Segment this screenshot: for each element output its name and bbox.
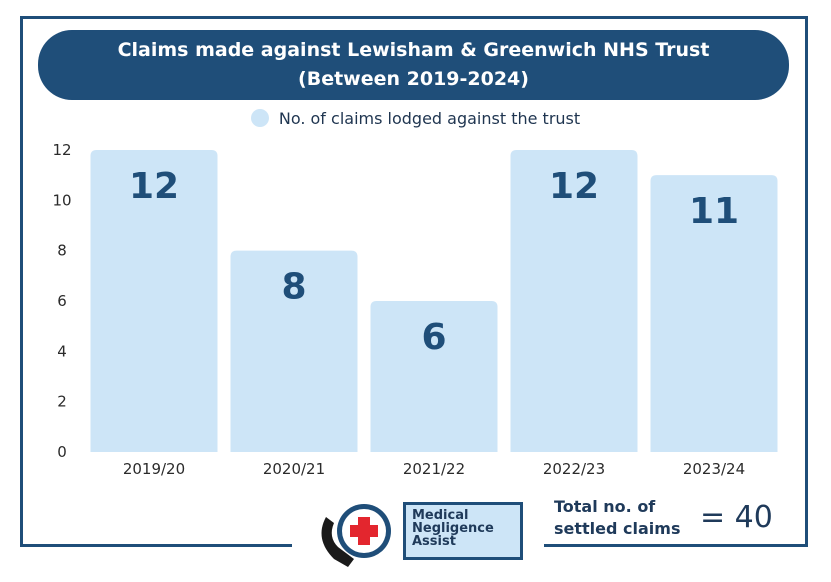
legend: No. of claims lodged against the trust [0,106,831,130]
title-banner: Claims made against Lewisham & Greenwich… [38,30,789,100]
bar [90,150,218,452]
x-tick-label: 2020/21 [263,460,325,478]
chart-title-line1: Claims made against Lewisham & Greenwich… [117,39,710,61]
y-tick-label: 4 [57,342,67,360]
logo-text: Medical Negligence Assist [412,509,522,548]
legend-label: No. of claims lodged against the trust [278,108,581,128]
x-tick-label: 2022/23 [543,460,605,478]
total-settled-label-line1: Total no. of [554,497,656,516]
phone-cross-icon [321,504,391,567]
y-tick-label: 2 [57,393,67,411]
bar-value-label: 11 [689,191,739,232]
total-settled-label: Total no. of settled claims [554,496,694,540]
bar-value-label: 12 [129,166,179,207]
total-settled-label-line2: settled claims [554,519,681,538]
bar [370,301,498,452]
bar [230,250,358,452]
y-tick-label: 8 [57,242,67,260]
total-settled-value: = 40 [700,500,773,535]
x-tick-label: 2019/20 [123,460,185,478]
legend-swatch [250,109,269,127]
y-tick-label: 0 [57,443,67,461]
bar [510,150,638,452]
y-tick-label: 6 [57,292,67,310]
bar [650,175,778,452]
bar-value-label: 6 [421,317,446,358]
chart-title-line2: (Between 2019-2024) [298,68,529,90]
logo-text-line3: Assist [412,534,456,549]
y-tick-label: 12 [52,141,71,159]
x-tick-label: 2021/22 [403,460,465,478]
bar-value-label: 8 [281,267,306,308]
x-tick-label: 2023/24 [683,460,745,478]
y-tick-label: 10 [52,191,71,209]
bar-value-label: 12 [549,166,599,207]
logo-text-line1: Medical [412,508,469,523]
medical-negligence-assist-logo: Medical Negligence Assist [308,497,524,567]
logo-text-line2: Negligence [412,521,494,536]
logo-tile [403,502,523,560]
